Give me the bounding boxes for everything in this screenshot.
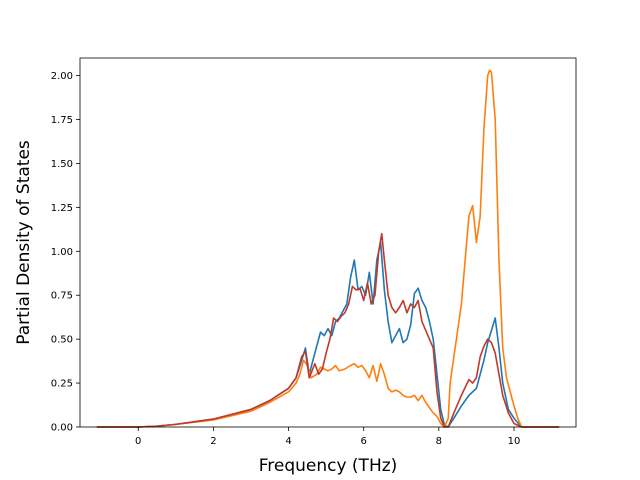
y-tick-label: 0.25 [51, 379, 73, 390]
x-axis-ticks: 0 2 4 6 8 10 [135, 427, 520, 447]
series-layer [96, 69, 560, 428]
x-tick-label: 4 [285, 436, 291, 447]
series-line-2 [96, 69, 560, 428]
y-axis-title: Partial Density of States [14, 140, 34, 345]
x-tick-label: 8 [436, 436, 442, 447]
x-axis-title: Frequency (THz) [259, 456, 398, 476]
y-tick-label: 1.75 [51, 115, 73, 126]
plot-frame [79, 57, 577, 428]
x-tick-label: 0 [135, 436, 141, 447]
series-line-3 [96, 232, 560, 428]
y-tick-label: 2.00 [51, 71, 73, 82]
y-tick-label: 0.00 [51, 423, 73, 434]
x-tick-label: 6 [361, 436, 367, 447]
x-tick-label: 10 [508, 436, 521, 447]
y-tick-label: 1.25 [51, 203, 73, 214]
y-tick-label: 0.50 [51, 335, 73, 346]
y-tick-label: 0.75 [51, 291, 73, 302]
x-tick-label: 2 [210, 436, 216, 447]
y-axis-ticks: 0.00 0.25 0.50 0.75 1.00 1.25 1.50 1.75 2.00 [51, 71, 80, 434]
y-tick-label: 1.00 [51, 247, 73, 258]
y-tick-label: 1.50 [51, 159, 73, 170]
